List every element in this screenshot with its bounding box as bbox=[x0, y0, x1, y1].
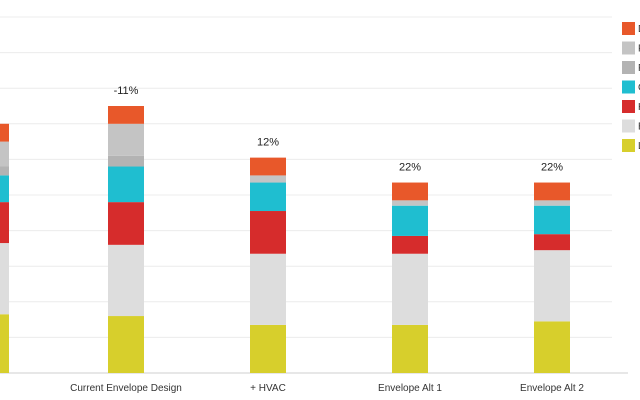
legend-label: H bbox=[638, 102, 640, 113]
bar-segment bbox=[392, 182, 428, 201]
legend-label: P bbox=[638, 44, 640, 55]
bar-segment bbox=[0, 202, 9, 244]
legend-swatch bbox=[622, 119, 635, 133]
bar-segment bbox=[392, 205, 428, 236]
bar-segment bbox=[108, 244, 144, 317]
legend: DPFCHEL bbox=[622, 22, 640, 152]
bar-segment bbox=[250, 324, 286, 373]
bar-segment bbox=[0, 314, 9, 373]
percent-label: 22% bbox=[399, 162, 421, 174]
bar-segment bbox=[392, 200, 428, 206]
bar-segment bbox=[392, 253, 428, 325]
legend-label: F bbox=[638, 63, 640, 74]
legend-swatch bbox=[622, 41, 635, 55]
bar-segment bbox=[0, 243, 9, 315]
category-label: Envelope Alt 2 bbox=[520, 383, 584, 394]
category-label: + HVAC bbox=[250, 383, 286, 394]
bar-segment bbox=[250, 157, 286, 176]
legend-label: L bbox=[638, 141, 640, 152]
percent-labels: -11% 12% 22% 22% bbox=[114, 85, 564, 174]
bar-segment bbox=[0, 175, 9, 203]
bar-segment bbox=[108, 166, 144, 203]
bar-segment bbox=[534, 321, 570, 373]
legend-swatch bbox=[622, 61, 635, 74]
legend-label: D bbox=[638, 24, 640, 35]
bar-segment bbox=[108, 123, 144, 156]
bar-segment bbox=[0, 123, 9, 142]
legend-swatch bbox=[622, 139, 635, 152]
bar-segment bbox=[534, 182, 570, 201]
bar-segment bbox=[250, 182, 286, 212]
bar-segment bbox=[250, 253, 286, 325]
category-labels: lineCurrent Envelope Design+ HVACEnvelop… bbox=[70, 383, 584, 394]
bar-segment bbox=[250, 211, 286, 254]
legend-swatch bbox=[622, 100, 635, 113]
bar-segment bbox=[108, 155, 144, 167]
bar-segment bbox=[0, 141, 9, 167]
percent-label: 12% bbox=[257, 137, 279, 149]
legend-swatch bbox=[622, 22, 635, 35]
bar-segment bbox=[108, 106, 144, 124]
bar-segment bbox=[534, 250, 570, 322]
bar-segment bbox=[108, 316, 144, 373]
category-label: Envelope Alt 1 bbox=[378, 383, 442, 394]
legend-label: C bbox=[638, 83, 640, 94]
bar-segment bbox=[250, 175, 286, 183]
legend-swatch bbox=[622, 80, 635, 94]
gridlines bbox=[0, 16, 628, 374]
category-label: Current Envelope Design bbox=[70, 383, 182, 394]
percent-label: -11% bbox=[114, 85, 139, 97]
bar-segment bbox=[534, 234, 570, 251]
bar-segment bbox=[534, 200, 570, 206]
bar-segment bbox=[534, 205, 570, 235]
bars bbox=[0, 106, 570, 373]
percent-label: 22% bbox=[541, 162, 563, 174]
bar-segment bbox=[392, 235, 428, 254]
bar-segment bbox=[108, 202, 144, 245]
bar-segment bbox=[0, 166, 9, 176]
legend-label: E bbox=[638, 122, 640, 133]
bar-segment bbox=[392, 324, 428, 373]
